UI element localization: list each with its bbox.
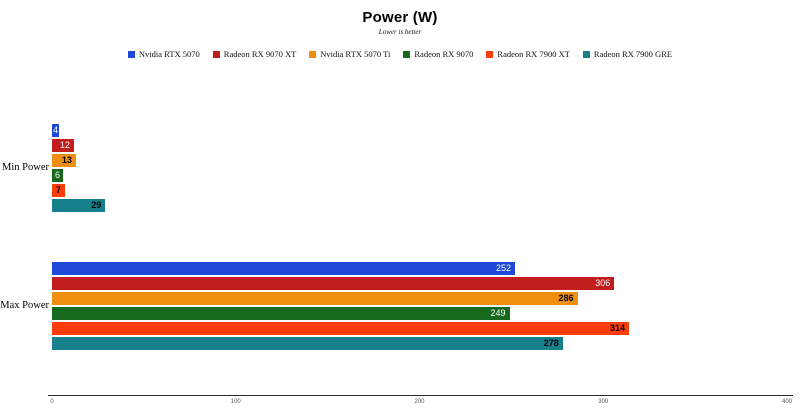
bar-min-power-radeon-rx-7900-xt: 7 <box>52 184 65 197</box>
x-tick-label: 200 <box>414 399 425 405</box>
bar-min-power-radeon-rx-9070: 6 <box>52 169 64 182</box>
legend: Nvidia RTX 5070 Radeon RX 9070 XT Nvidia R… <box>0 49 800 59</box>
bar-value-label: 252 <box>496 262 512 273</box>
chart-title: Power (W) <box>362 9 438 26</box>
legend-label: Radeon RX 7900 XT <box>497 49 570 59</box>
bar-value-label: 13 <box>61 154 72 165</box>
x-tick-label: 300 <box>598 399 609 405</box>
legend-swatch-icon <box>309 50 317 58</box>
bar-value-label: 249 <box>490 307 506 318</box>
legend-item-nvidia-rtx-5070-ti: Nvidia RTX 5070 Ti <box>309 49 390 59</box>
bar-value-label: 306 <box>595 277 611 288</box>
x-tick-label: 0 <box>50 399 54 405</box>
x-tick-label: 100 <box>230 399 241 405</box>
legend-item-radeon-rx-7900-xt: Radeon RX 7900 XT <box>486 49 570 59</box>
bar-min-power-radeon-rx-7900-gre: 29 <box>52 199 106 212</box>
bar-value-label: 4 <box>53 124 59 135</box>
bar-value-label: 278 <box>543 337 559 348</box>
legend-swatch-icon <box>127 50 135 58</box>
bar-value-label: 7 <box>55 184 61 195</box>
bar-value-label: 286 <box>558 292 574 303</box>
bar-min-power-nvidia-rtx-5070: 4 <box>52 124 60 137</box>
legend-swatch-icon <box>403 50 411 58</box>
bar-value-label: 29 <box>91 199 102 210</box>
chart-subtitle: Lower is better <box>378 28 422 36</box>
legend-swatch-icon <box>486 50 494 58</box>
bar-value-label: 314 <box>609 322 625 333</box>
legend-label: Radeon RX 7900 GRE <box>593 49 673 59</box>
bar-max-power-radeon-rx-9070: 249 <box>52 307 510 320</box>
bar-min-power-radeon-rx-9070-xt: 12 <box>52 139 75 152</box>
legend-label: Radeon RX 9070 XT <box>223 49 297 59</box>
legend-item-radeon-rx-9070: Radeon RX 9070 <box>403 49 473 59</box>
bar-max-power-nvidia-rtx-5070-ti: 286 <box>52 292 578 305</box>
legend-item-radeon-rx-7900-gre: Radeon RX 7900 GRE <box>582 49 673 59</box>
bar-value-label: 12 <box>60 139 71 150</box>
legend-swatch-icon <box>582 50 590 58</box>
category-label-min-power: Min Power <box>2 161 49 173</box>
legend-label: Nvidia RTX 5070 <box>138 49 200 59</box>
bar-max-power-nvidia-rtx-5070: 252 <box>52 262 516 275</box>
category-label-max-power: Max Power <box>0 299 49 311</box>
legend-item-nvidia-rtx-5070: Nvidia RTX 5070 <box>127 49 200 59</box>
bar-value-label: 6 <box>55 169 61 180</box>
bar-min-power-nvidia-rtx-5070-ti: 13 <box>52 154 76 167</box>
x-axis-line <box>48 395 793 396</box>
bar-max-power-radeon-rx-7900-xt: 314 <box>52 322 629 335</box>
legend-item-radeon-rx-9070-xt: Radeon RX 9070 XT <box>212 49 297 59</box>
legend-label: Radeon RX 9070 <box>414 49 474 59</box>
bar-max-power-radeon-rx-7900-gre: 278 <box>52 337 563 350</box>
x-tick-label: 400 <box>781 399 793 405</box>
legend-label: Nvidia RTX 5070 Ti <box>320 49 391 59</box>
legend-swatch-icon <box>212 50 220 58</box>
bar-max-power-radeon-rx-9070-xt: 306 <box>52 277 615 290</box>
